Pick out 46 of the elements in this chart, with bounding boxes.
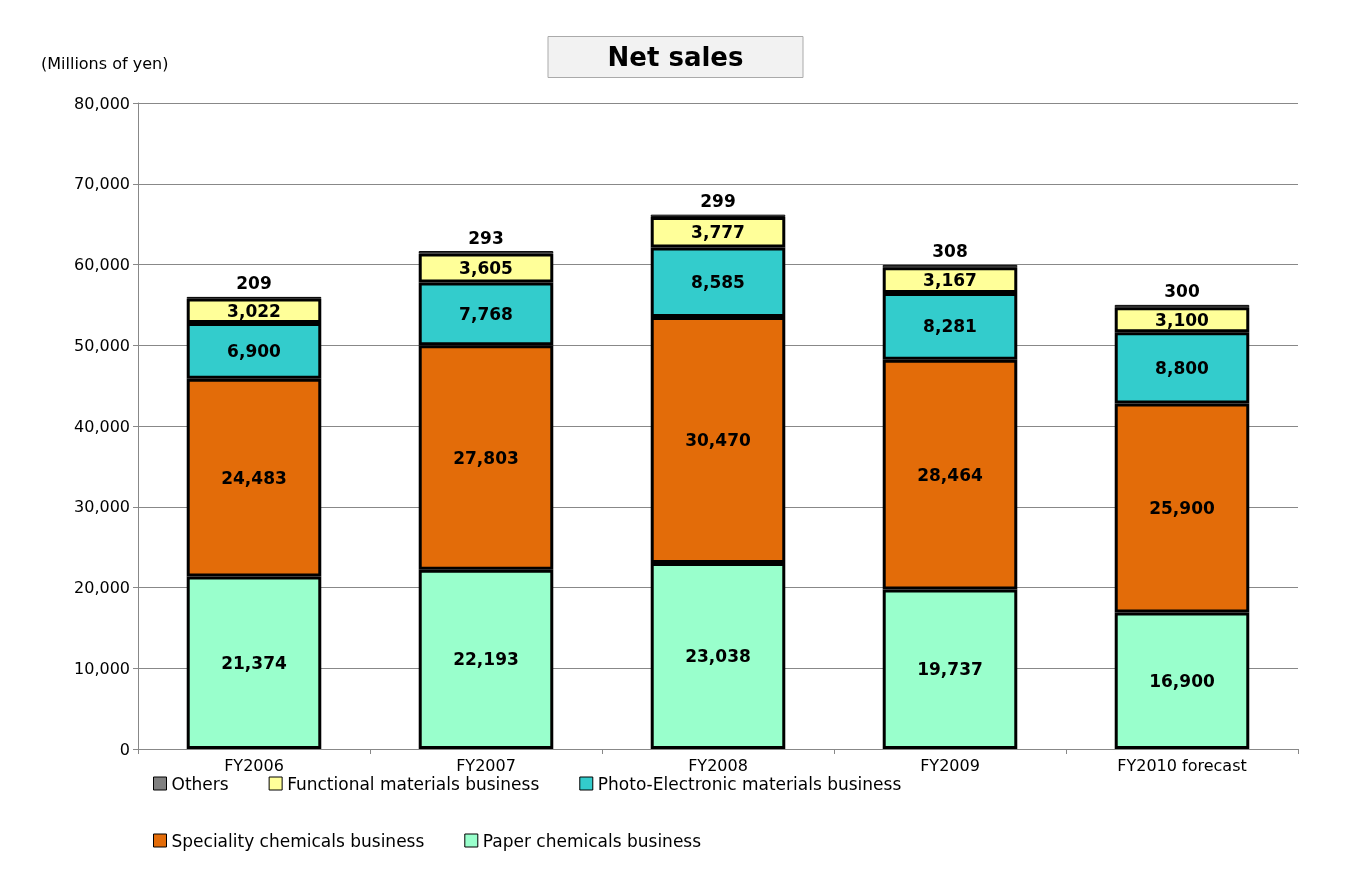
data-label: 8,800: [1155, 357, 1210, 378]
y-tick-label: 10,000: [74, 658, 130, 678]
data-label: 23,038: [685, 645, 751, 666]
data-label: 308: [932, 241, 968, 262]
y-tick-label: 60,000: [74, 255, 130, 274]
y-tick-label: 80,000: [74, 93, 130, 113]
y-tick-label: 30,000: [74, 497, 130, 517]
data-label: 3,777: [691, 222, 745, 243]
data-label: 209: [236, 273, 272, 294]
legend-label: Paper chemicals business: [482, 830, 702, 851]
legend-label: Speciality chemicals business: [171, 830, 425, 851]
data-label: 3,022: [227, 300, 281, 321]
legend-label: Functional materials business: [287, 773, 540, 794]
data-label: 28,464: [917, 464, 983, 485]
data-label: 24,483: [221, 467, 287, 488]
data-label: 19,737: [917, 659, 983, 680]
chart-title: Net sales: [607, 42, 744, 72]
data-label: 6,900: [227, 340, 282, 361]
y-tick-label: 50,000: [74, 335, 130, 355]
data-label: 8,281: [923, 316, 977, 337]
data-label: 3,605: [459, 258, 513, 278]
y-tick-label: 20,000: [74, 578, 130, 597]
data-label: 299: [700, 191, 736, 212]
data-label: 3,100: [1155, 309, 1210, 330]
x-tick-label: FY2006: [224, 755, 284, 775]
data-label: 27,803: [453, 447, 519, 468]
data-label: 25,900: [1149, 497, 1215, 518]
legend-label: Photo-Electronic materials business: [597, 773, 902, 794]
y-tick-label: 40,000: [74, 416, 130, 436]
data-label: 7,768: [459, 303, 513, 324]
y-tick-label: 0: [119, 739, 130, 759]
x-tick-label: FY2009: [920, 755, 980, 775]
x-tick-label: FY2007: [456, 755, 516, 775]
data-label: 16,900: [1149, 670, 1215, 691]
y-tick-label: 70,000: [74, 174, 130, 194]
data-label: 300: [1164, 281, 1200, 302]
data-label: 3,167: [923, 270, 977, 291]
data-label: 22,193: [453, 649, 519, 670]
x-tick-label: FY2008: [688, 755, 748, 775]
data-label: 21,374: [221, 652, 287, 673]
data-label: 30,470: [685, 429, 751, 450]
data-label: 8,585: [691, 272, 745, 293]
data-label: 293: [468, 227, 504, 248]
x-tick-label: FY2010 forecast: [1117, 755, 1247, 775]
y-axis-title: (Millions of yen): [41, 53, 169, 73]
legend-label: Others: [171, 773, 229, 794]
